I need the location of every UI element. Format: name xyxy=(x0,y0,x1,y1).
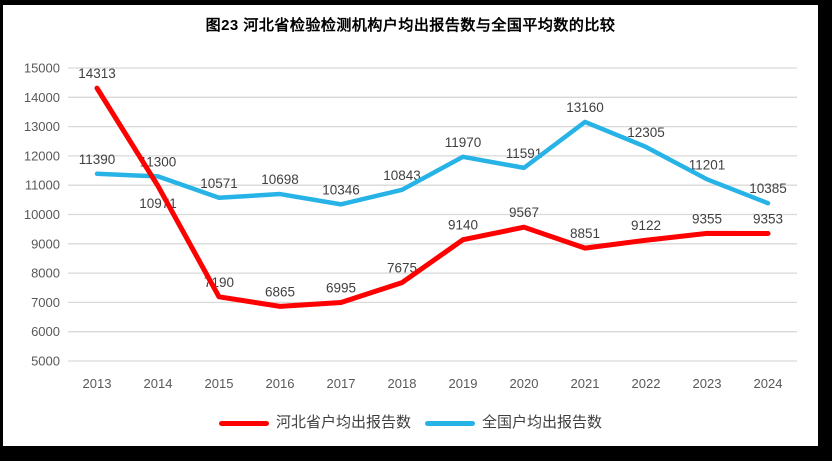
line-chart-plot: 15000 14000 13000 12000 11000 10000 9000 8000 70… xyxy=(24,61,797,391)
y-tick-label: 13000 xyxy=(24,119,60,134)
data-label: 10843 xyxy=(383,168,421,183)
y-tick-label: 8000 xyxy=(31,266,60,281)
data-label: 11390 xyxy=(79,152,116,167)
data-label: 9567 xyxy=(509,205,539,220)
data-label: 7675 xyxy=(387,261,417,276)
data-label: 11300 xyxy=(140,154,177,169)
x-tick-label: 2020 xyxy=(510,376,539,391)
y-tick-label: 9000 xyxy=(31,236,60,251)
y-tick-label: 15000 xyxy=(24,61,60,76)
series-line-0 xyxy=(94,85,771,309)
x-tick-label: 2016 xyxy=(266,376,295,391)
data-label: 10571 xyxy=(200,176,238,191)
data-label: 6865 xyxy=(265,284,295,299)
data-label: 9122 xyxy=(631,218,661,233)
x-tick-label: 2015 xyxy=(205,376,234,391)
legend-swatch-national-line xyxy=(425,420,475,426)
legend-swatch-hebei-line xyxy=(218,420,269,426)
data-label: 14313 xyxy=(78,66,116,81)
data-label: 11970 xyxy=(445,135,482,150)
legend: 河北省户均出报告数 全国户均出报告数 xyxy=(3,411,818,435)
series-line-1 xyxy=(94,119,771,207)
x-tick-label: 2014 xyxy=(144,376,173,391)
data-label: 11201 xyxy=(689,157,726,172)
data-label: 10698 xyxy=(261,172,299,187)
y-tick-label: 12000 xyxy=(24,148,60,163)
y-tick-label: 6000 xyxy=(31,324,60,339)
x-tick-label: 2018 xyxy=(388,376,417,391)
x-tick-label: 2017 xyxy=(327,376,356,391)
data-label: 9353 xyxy=(753,211,783,226)
x-tick-label: 2013 xyxy=(83,376,112,391)
data-label: 12305 xyxy=(627,125,665,140)
y-tick-label: 5000 xyxy=(31,354,60,369)
y-tick-label: 7000 xyxy=(31,295,60,310)
x-tick-label: 2021 xyxy=(571,376,600,391)
x-tick-label: 2024 xyxy=(754,376,783,391)
legend-label-hebei: 河北省户均出报告数 xyxy=(275,414,411,431)
y-tick-label: 11000 xyxy=(25,178,60,193)
data-label: 6995 xyxy=(326,281,356,296)
legend-label-national: 全国户均出报告数 xyxy=(482,414,603,431)
x-tick-label: 2022 xyxy=(632,376,661,391)
x-tick-label: 2023 xyxy=(693,376,722,391)
chart-title: 图23 河北省检验检测机构户均出报告数与全国平均数的比较 xyxy=(205,17,616,34)
y-tick-label: 10000 xyxy=(24,207,60,222)
data-label: 13160 xyxy=(566,100,604,115)
y-tick-label: 14000 xyxy=(24,90,60,105)
data-label: 9355 xyxy=(692,211,722,226)
data-label: 10385 xyxy=(749,181,787,196)
data-label: 11591 xyxy=(506,146,543,161)
data-label: 10346 xyxy=(322,182,360,197)
data-label: 8851 xyxy=(570,226,600,241)
chart-canvas: 图23 河北省检验检测机构户均出报告数与全国平均数的比较 15000 14000 1… xyxy=(3,5,818,446)
data-label: 9140 xyxy=(448,218,478,233)
x-tick-label: 2019 xyxy=(449,376,478,391)
